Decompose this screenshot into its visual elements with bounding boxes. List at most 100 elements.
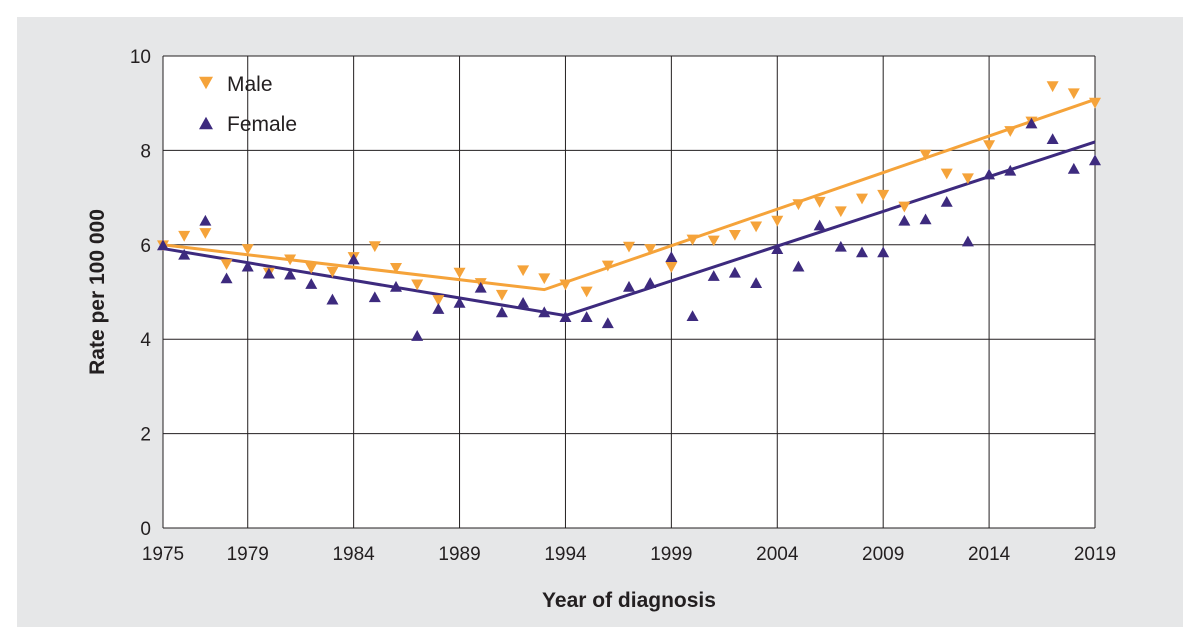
x-tick-label: 2004	[756, 544, 799, 565]
point-male	[898, 201, 911, 213]
point-female	[220, 272, 233, 284]
data-points	[157, 81, 1101, 341]
x-tick-label: 1984	[332, 544, 375, 565]
point-female	[834, 240, 847, 252]
point-male	[559, 279, 572, 291]
point-male	[453, 267, 466, 279]
point-female	[432, 303, 445, 314]
point-male	[178, 230, 191, 242]
point-male	[326, 266, 339, 278]
point-female	[813, 219, 826, 231]
point-male	[919, 149, 932, 161]
point-female	[326, 293, 339, 305]
point-male	[1089, 97, 1101, 109]
point-male	[728, 229, 741, 241]
x-tick-label: 1979	[227, 544, 269, 565]
legend-marker-male	[199, 76, 213, 90]
point-male	[517, 265, 530, 277]
point-female	[940, 195, 953, 207]
point-male	[220, 259, 233, 271]
point-female	[707, 270, 720, 281]
point-male	[601, 260, 614, 272]
x-tick-label: 1994	[544, 544, 587, 565]
point-male	[771, 215, 784, 227]
point-female	[411, 330, 424, 341]
y-tick-label: 10	[130, 47, 151, 68]
point-female	[1025, 117, 1038, 129]
point-female	[262, 267, 275, 279]
y-tick-label: 6	[140, 236, 151, 257]
point-female	[1046, 133, 1059, 144]
point-male	[1067, 88, 1080, 100]
point-male	[644, 244, 657, 255]
y-tick-labels: 0 2 4 6 8 10	[130, 47, 152, 540]
point-female	[728, 266, 741, 278]
point-female	[368, 291, 381, 303]
point-male	[961, 173, 974, 185]
legend: Male Female	[199, 73, 297, 136]
x-tick-labels: 1975 1979 1984 1989 1994 1999 2004 2009 2014 2019	[142, 544, 1116, 565]
y-tick-label: 0	[140, 519, 151, 540]
y-tick-label: 2	[140, 425, 151, 446]
point-female	[390, 280, 402, 292]
point-female	[495, 306, 508, 318]
y-tick-label: 4	[140, 330, 151, 351]
point-male	[856, 193, 868, 205]
point-male	[199, 228, 212, 239]
point-male	[432, 295, 445, 306]
point-male	[368, 241, 381, 253]
point-female	[559, 311, 572, 322]
point-female	[178, 248, 191, 260]
chart: 1975 1979 1984 1989 1994 1999 2004 2009 2014 2019…	[86, 47, 1116, 612]
point-female	[877, 246, 890, 258]
point-female	[474, 281, 487, 293]
point-female	[1004, 164, 1017, 176]
point-male	[623, 241, 635, 253]
point-male	[707, 235, 720, 247]
point-male	[305, 263, 318, 274]
point-male	[390, 263, 402, 274]
point-female	[284, 268, 297, 280]
point-male	[983, 140, 996, 152]
point-female	[771, 243, 784, 254]
point-male	[792, 199, 805, 211]
plot-area	[163, 56, 1095, 528]
point-female	[961, 235, 974, 247]
point-female	[580, 311, 593, 322]
point-male	[877, 189, 890, 201]
point-female	[157, 239, 169, 251]
point-male	[538, 273, 551, 285]
x-tick-label: 1999	[650, 544, 692, 565]
point-male	[580, 286, 593, 298]
point-female	[517, 296, 530, 308]
point-female	[538, 306, 551, 318]
point-female	[1089, 154, 1101, 166]
x-axis-title: Year of diagnosis	[542, 589, 716, 612]
point-female	[241, 260, 254, 272]
point-male	[940, 168, 953, 180]
point-female	[792, 260, 805, 272]
point-male	[284, 254, 297, 266]
point-female	[199, 214, 212, 226]
point-male	[241, 244, 254, 255]
point-female	[453, 296, 466, 308]
point-female	[665, 251, 678, 262]
point-female	[1067, 162, 1080, 174]
point-female	[686, 310, 699, 321]
point-female	[644, 277, 657, 288]
point-female	[601, 317, 614, 329]
point-female	[305, 278, 318, 289]
point-female	[347, 253, 360, 265]
point-male	[686, 234, 699, 246]
point-female	[983, 168, 996, 180]
point-female	[856, 246, 868, 258]
x-tick-label: 1975	[142, 544, 184, 565]
point-male	[1004, 126, 1017, 137]
point-male	[411, 279, 424, 291]
x-tick-label: 1989	[438, 544, 480, 565]
point-male	[813, 196, 826, 208]
point-female	[898, 214, 911, 226]
point-male	[495, 289, 508, 301]
point-male	[665, 262, 678, 273]
x-tick-label: 2009	[862, 544, 904, 565]
